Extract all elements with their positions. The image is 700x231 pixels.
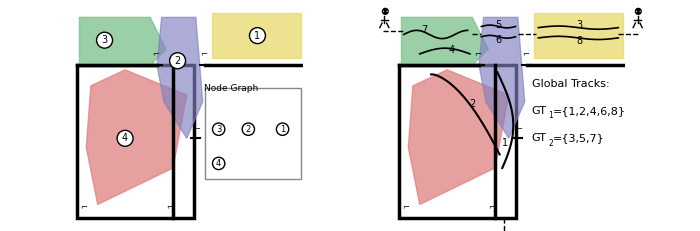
Text: GT: GT xyxy=(531,133,547,143)
Text: 1: 1 xyxy=(280,125,285,134)
Text: 2: 2 xyxy=(549,139,554,148)
Text: ⌐: ⌐ xyxy=(475,51,482,60)
Text: Global Tracks:: Global Tracks: xyxy=(531,79,609,88)
Circle shape xyxy=(97,32,113,48)
Text: 3: 3 xyxy=(102,35,108,45)
Polygon shape xyxy=(534,13,623,58)
Polygon shape xyxy=(86,70,187,204)
Text: 8: 8 xyxy=(576,36,582,46)
Circle shape xyxy=(117,130,133,146)
Text: Node Graph: Node Graph xyxy=(204,84,258,93)
Text: 2: 2 xyxy=(174,56,181,66)
Text: 1: 1 xyxy=(254,31,260,41)
FancyBboxPatch shape xyxy=(399,65,516,218)
Polygon shape xyxy=(212,13,301,58)
Text: GT: GT xyxy=(531,106,547,116)
Text: 4: 4 xyxy=(449,46,455,55)
Polygon shape xyxy=(479,17,525,138)
Text: ⌐: ⌐ xyxy=(166,204,173,213)
Polygon shape xyxy=(402,17,488,65)
Polygon shape xyxy=(408,70,509,204)
Text: ⌐: ⌐ xyxy=(153,51,160,60)
Text: 7: 7 xyxy=(421,25,428,35)
Text: ⌐: ⌐ xyxy=(488,204,495,213)
Text: 2: 2 xyxy=(246,125,251,134)
Text: ⌐: ⌐ xyxy=(522,51,529,60)
Text: ⌐: ⌐ xyxy=(200,51,207,60)
Text: 1: 1 xyxy=(502,138,508,148)
Circle shape xyxy=(213,157,225,170)
Text: 3: 3 xyxy=(576,20,582,30)
Circle shape xyxy=(169,53,186,69)
Text: ⌐: ⌐ xyxy=(402,204,409,213)
Text: ={1,2,4,6,8}: ={1,2,4,6,8} xyxy=(553,106,626,116)
Polygon shape xyxy=(157,17,203,138)
Text: ⚉: ⚉ xyxy=(380,7,389,17)
Circle shape xyxy=(249,28,265,44)
Circle shape xyxy=(242,123,255,135)
Text: 4: 4 xyxy=(122,133,128,143)
Text: 3: 3 xyxy=(216,125,221,134)
Text: ⌐: ⌐ xyxy=(80,204,88,213)
FancyBboxPatch shape xyxy=(77,65,194,218)
Text: ⌐: ⌐ xyxy=(515,126,522,135)
Text: 6: 6 xyxy=(496,35,501,45)
Text: 4: 4 xyxy=(216,159,221,168)
Circle shape xyxy=(276,123,288,135)
Text: 5: 5 xyxy=(496,20,502,30)
FancyBboxPatch shape xyxy=(205,88,301,179)
Text: 2: 2 xyxy=(469,99,475,109)
Text: 1: 1 xyxy=(549,111,554,120)
Text: ⌐: ⌐ xyxy=(193,126,200,135)
Circle shape xyxy=(213,123,225,135)
Text: ⚉: ⚉ xyxy=(634,7,642,17)
Text: ={3,5,7}: ={3,5,7} xyxy=(553,133,605,143)
Polygon shape xyxy=(79,17,166,65)
